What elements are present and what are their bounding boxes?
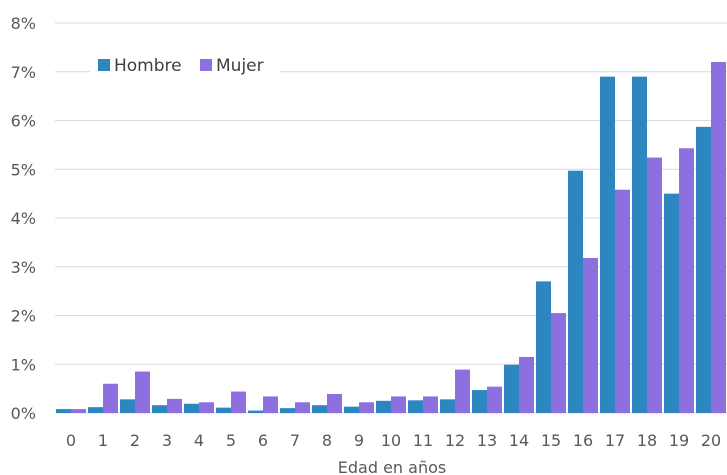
x-axis-tick-labels: 0 1 2 3 4 5 6 7 8 9 10 11 12 13 14 15 16 17 18 19 20 <box>66 431 721 450</box>
bar-mujer-7 <box>295 402 310 413</box>
y-tick-label: 8% <box>11 14 36 33</box>
y-tick-label: 6% <box>11 112 36 131</box>
bar-hombre-18 <box>632 76 647 414</box>
bar-hombre-13 <box>472 390 487 413</box>
legend-swatch-mujer <box>200 59 212 71</box>
bar-mujer-11 <box>423 396 438 413</box>
y-tick-label: 0% <box>11 404 36 423</box>
x-tick-label: 1 <box>98 431 108 450</box>
bar-hombre-8 <box>312 405 327 413</box>
bar-mujer-20 <box>711 62 726 413</box>
bar-mujer-19 <box>679 148 694 414</box>
legend-background <box>90 52 280 80</box>
y-tick-label: 4% <box>11 209 36 228</box>
bar-mujer-12 <box>455 369 470 413</box>
bar-mujer-0 <box>71 409 86 413</box>
x-tick-label: 10 <box>381 431 401 450</box>
bars <box>56 62 726 414</box>
legend-label-hombre: Hombre <box>114 56 182 76</box>
x-tick-label: 19 <box>669 431 689 450</box>
bar-hombre-10 <box>376 400 391 413</box>
x-tick-label: 14 <box>509 431 529 450</box>
bar-mujer-6 <box>263 396 278 413</box>
x-axis-title: Edad en años <box>338 458 446 475</box>
bar-mujer-16 <box>583 257 598 413</box>
x-tick-label: 8 <box>322 431 332 450</box>
bar-hombre-0 <box>56 409 71 413</box>
x-tick-label: 0 <box>66 431 76 450</box>
y-tick-label: 2% <box>11 307 36 326</box>
bar-hombre-17 <box>600 76 615 414</box>
bar-mujer-15 <box>551 313 566 413</box>
x-tick-label: 20 <box>701 431 721 450</box>
x-tick-label: 5 <box>226 431 236 450</box>
y-tick-label: 7% <box>11 63 36 82</box>
bar-hombre-16 <box>568 170 583 413</box>
bar-hombre-2 <box>120 399 135 413</box>
x-tick-label: 13 <box>477 431 497 450</box>
x-tick-label: 16 <box>573 431 593 450</box>
bar-hombre-6 <box>248 410 263 413</box>
bar-mujer-9 <box>359 402 374 413</box>
bar-hombre-11 <box>408 400 423 413</box>
bar-mujer-13 <box>487 386 502 413</box>
gridlines <box>55 22 727 414</box>
x-tick-label: 2 <box>130 431 140 450</box>
bar-hombre-9 <box>344 406 359 413</box>
bar-mujer-18 <box>647 157 662 413</box>
x-tick-label: 9 <box>354 431 364 450</box>
x-tick-label: 12 <box>445 431 465 450</box>
bar-mujer-5 <box>231 391 246 413</box>
bar-hombre-5 <box>216 407 231 413</box>
bar-hombre-20 <box>696 126 711 413</box>
x-tick-label: 7 <box>290 431 300 450</box>
x-tick-label: 18 <box>637 431 657 450</box>
bar-hombre-1 <box>88 407 103 413</box>
bar-mujer-10 <box>391 396 406 413</box>
bar-mujer-14 <box>519 356 534 413</box>
x-tick-label: 3 <box>162 431 172 450</box>
y-tick-label: 1% <box>11 355 36 374</box>
bar-hombre-4 <box>184 403 199 413</box>
legend-swatch-hombre <box>98 59 110 71</box>
legend: Hombre Mujer <box>90 52 280 80</box>
bar-hombre-14 <box>504 364 519 413</box>
bar-hombre-12 <box>440 399 455 413</box>
x-tick-label: 4 <box>194 431 204 450</box>
x-tick-label: 11 <box>413 431 433 450</box>
x-tick-label: 17 <box>605 431 625 450</box>
x-tick-label: 15 <box>541 431 561 450</box>
legend-label-mujer: Mujer <box>216 56 264 76</box>
y-tick-label: 3% <box>11 258 36 277</box>
x-tick-label: 6 <box>258 431 268 450</box>
bar-hombre-7 <box>280 408 295 414</box>
bar-mujer-2 <box>135 371 150 413</box>
bar-mujer-3 <box>167 398 182 413</box>
bar-mujer-1 <box>103 383 118 413</box>
bar-hombre-3 <box>152 405 167 413</box>
y-tick-label: 5% <box>11 160 36 179</box>
bar-mujer-17 <box>615 189 630 413</box>
bar-hombre-15 <box>536 281 551 414</box>
bar-mujer-4 <box>199 402 214 413</box>
y-axis-tick-labels: 0% 1% 2% 3% 4% 5% 6% 7% 8% <box>11 14 36 423</box>
bar-hombre-19 <box>664 193 679 414</box>
bar-mujer-8 <box>327 393 342 413</box>
